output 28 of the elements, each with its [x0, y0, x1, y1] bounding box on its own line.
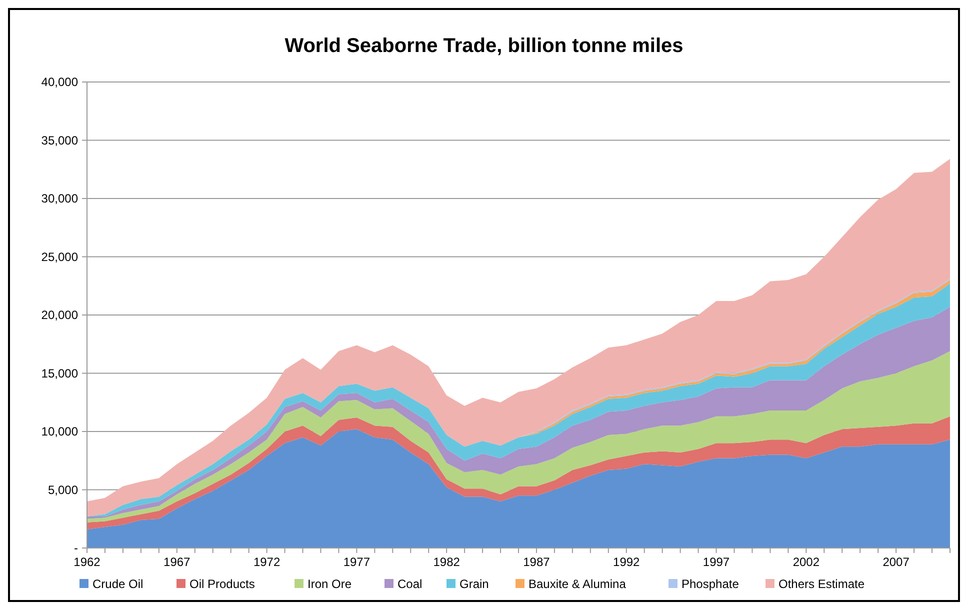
- y-tick-label: 5,000: [48, 482, 78, 497]
- x-tick-label: 2007: [882, 555, 910, 569]
- legend-label: Iron Ore: [308, 577, 352, 591]
- legend-label: Bauxite & Alumina: [528, 577, 626, 591]
- y-tick-label: 30,000: [41, 192, 78, 206]
- x-tick-label: 1962: [74, 555, 101, 569]
- y-tick-label: 20,000: [41, 308, 78, 322]
- x-tick-label: 1982: [433, 555, 460, 569]
- x-tick-label: 1997: [702, 555, 730, 569]
- x-tick-label: 2002: [792, 555, 820, 569]
- legend-label: Oil Products: [190, 577, 255, 591]
- y-tick-label: 35,000: [41, 133, 78, 148]
- legend-label: Grain: [460, 577, 489, 591]
- y-tick-label: 15,000: [41, 366, 78, 380]
- y-tick-label: 40,000: [41, 75, 78, 89]
- legend-label: Crude Oil: [92, 577, 144, 591]
- x-tick-label: 1972: [253, 555, 280, 569]
- legend-label: Coal: [398, 577, 422, 591]
- chart-title: World Seaborne Trade, billion tonne miles: [284, 35, 684, 57]
- x-tick-label: 1987: [523, 555, 550, 569]
- legend-label: Phosphate: [682, 577, 740, 591]
- x-tick-label: 1977: [343, 555, 370, 569]
- legend-label: Others Estimate: [778, 577, 865, 591]
- y-tick-label: 25,000: [41, 250, 78, 264]
- y-tick-label: -: [74, 541, 78, 555]
- x-tick-label: 1967: [164, 555, 191, 569]
- y-tick-label: 10,000: [41, 424, 78, 438]
- x-tick-label: 1992: [613, 555, 640, 569]
